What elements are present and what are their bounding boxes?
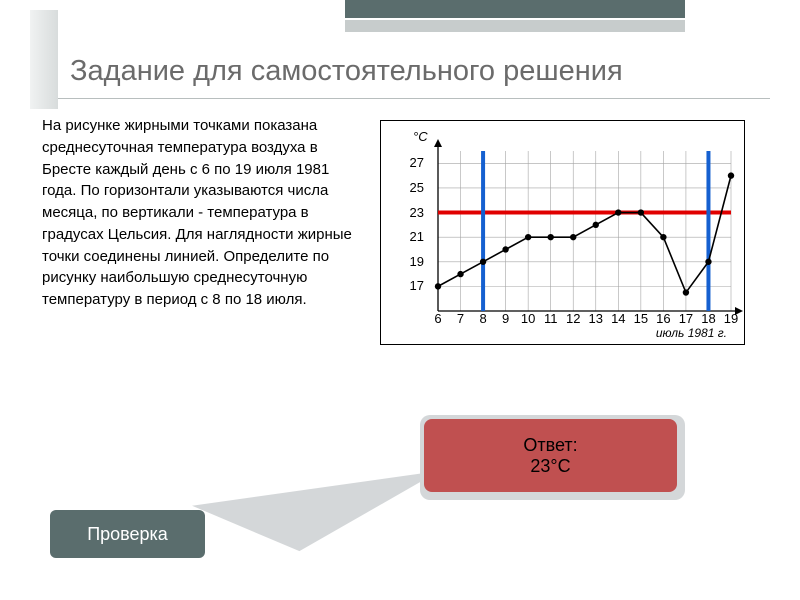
temperature-chart: °C июль 1981 г. 171921232527678910111213… [380, 120, 745, 345]
x-tick-label: 7 [451, 311, 471, 326]
y-tick-label: 17 [406, 278, 424, 293]
y-tick-label: 19 [406, 254, 424, 269]
y-tick-label: 21 [406, 229, 424, 244]
x-tick-label: 17 [676, 311, 696, 326]
x-tick-label: 18 [698, 311, 718, 326]
answer-value: 23°С [530, 456, 570, 477]
x-tick-label: 11 [541, 311, 561, 326]
check-button-label: Проверка [87, 524, 168, 545]
x-tick-label: 14 [608, 311, 628, 326]
y-tick-label: 23 [406, 205, 424, 220]
answer-label: Ответ: [523, 435, 577, 456]
x-tick-label: 13 [586, 311, 606, 326]
x-tick-label: 10 [518, 311, 538, 326]
y-tick-label: 27 [406, 155, 424, 170]
check-button[interactable]: Проверка [50, 510, 205, 558]
header-bar-dark [345, 0, 685, 18]
x-tick-label: 8 [473, 311, 493, 326]
title-accent [30, 10, 58, 109]
x-tick-label: 16 [653, 311, 673, 326]
x-tick-label: 6 [428, 311, 448, 326]
problem-text: На рисунке жирными точками показана сред… [42, 115, 352, 311]
header-bar-light [345, 20, 685, 32]
speech-tail [192, 471, 448, 565]
x-tick-label: 9 [496, 311, 516, 326]
answer-box: Ответ: 23°С [420, 415, 685, 500]
page-title: Задание для самостоятельного решения [30, 55, 770, 99]
x-tick-label: 12 [563, 311, 583, 326]
x-tick-label: 15 [631, 311, 651, 326]
answer-content: Ответ: 23°С [424, 419, 677, 492]
x-axis-caption: июль 1981 г. [656, 326, 727, 340]
x-tick-label: 19 [721, 311, 741, 326]
y-tick-label: 25 [406, 180, 424, 195]
